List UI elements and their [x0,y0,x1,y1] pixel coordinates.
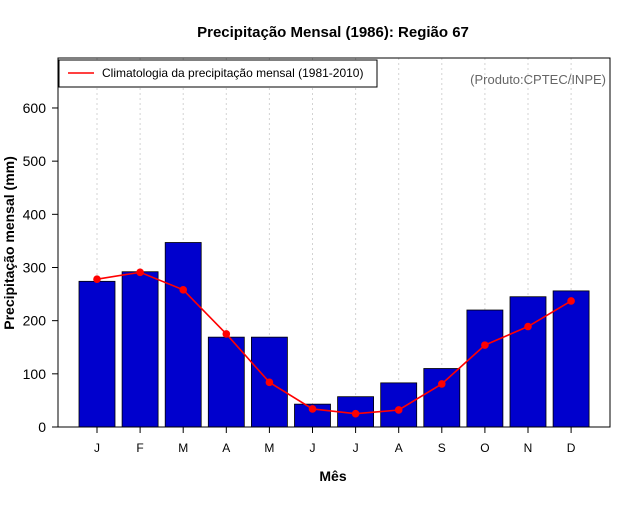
bar-2 [121,271,159,428]
climatology-point-10 [481,341,489,349]
x-tick-label: A [222,441,230,455]
bar-4 [207,336,245,428]
x-axis-title: Mês [319,468,346,484]
x-tick-label: M [264,441,274,455]
climatology-point-5 [265,378,274,387]
climatology-point-7 [351,409,360,418]
x-tick-label: F [136,441,143,455]
y-tick-label: 500 [23,153,47,169]
y-tick-label: 400 [23,206,47,222]
climatology-point-1 [93,275,101,283]
y-axis: 0 100 200 300 400 500 600 [23,100,59,435]
climatology-point-11 [524,322,532,331]
bar-9 [423,368,461,428]
x-tick-label: A [395,441,403,455]
x-tick-label: J [310,441,316,455]
y-tick-label: 200 [23,313,47,329]
bar-10 [466,309,504,428]
climatology-point-3 [179,286,187,294]
x-tick-label: N [524,441,533,455]
x-tick-label: O [480,441,489,455]
x-tick-label: J [94,441,100,455]
grid [96,58,572,427]
legend: Climatologia da precipitação mensal (198… [58,59,378,88]
bars [78,242,590,428]
y-tick-label: 100 [23,366,47,382]
bar-3 [164,242,202,428]
legend-box [58,59,378,88]
climatology-point-12 [567,297,575,305]
climatology-point-2 [136,268,144,277]
climatology-point-9 [438,380,446,388]
source-note: (Produto:CPTEC/INPE) [470,72,606,87]
climatology-point-8 [394,406,403,414]
chart-title: Precipitação Mensal (1986): Região 67 [197,24,469,41]
x-tick-label: J [353,441,359,455]
y-axis-title: Precipitação mensal (mm) [1,156,17,330]
climatology-polyline [96,271,572,415]
x-tick-label: M [178,441,188,455]
bar-11 [509,296,547,428]
x-tick-label: S [438,441,446,455]
y-tick-label: 600 [23,100,47,116]
climatology-point-6 [308,405,317,413]
bar-12 [552,290,590,428]
bar-8 [380,382,418,428]
climatology-point-4 [222,330,231,338]
legend-label: Climatologia da precipitação mensal (198… [102,66,363,80]
y-tick-label: 0 [38,419,46,435]
climatology-line [93,268,575,418]
y-tick-label: 300 [23,259,47,275]
x-tick-label: D [567,441,576,455]
bar-1 [78,280,116,428]
